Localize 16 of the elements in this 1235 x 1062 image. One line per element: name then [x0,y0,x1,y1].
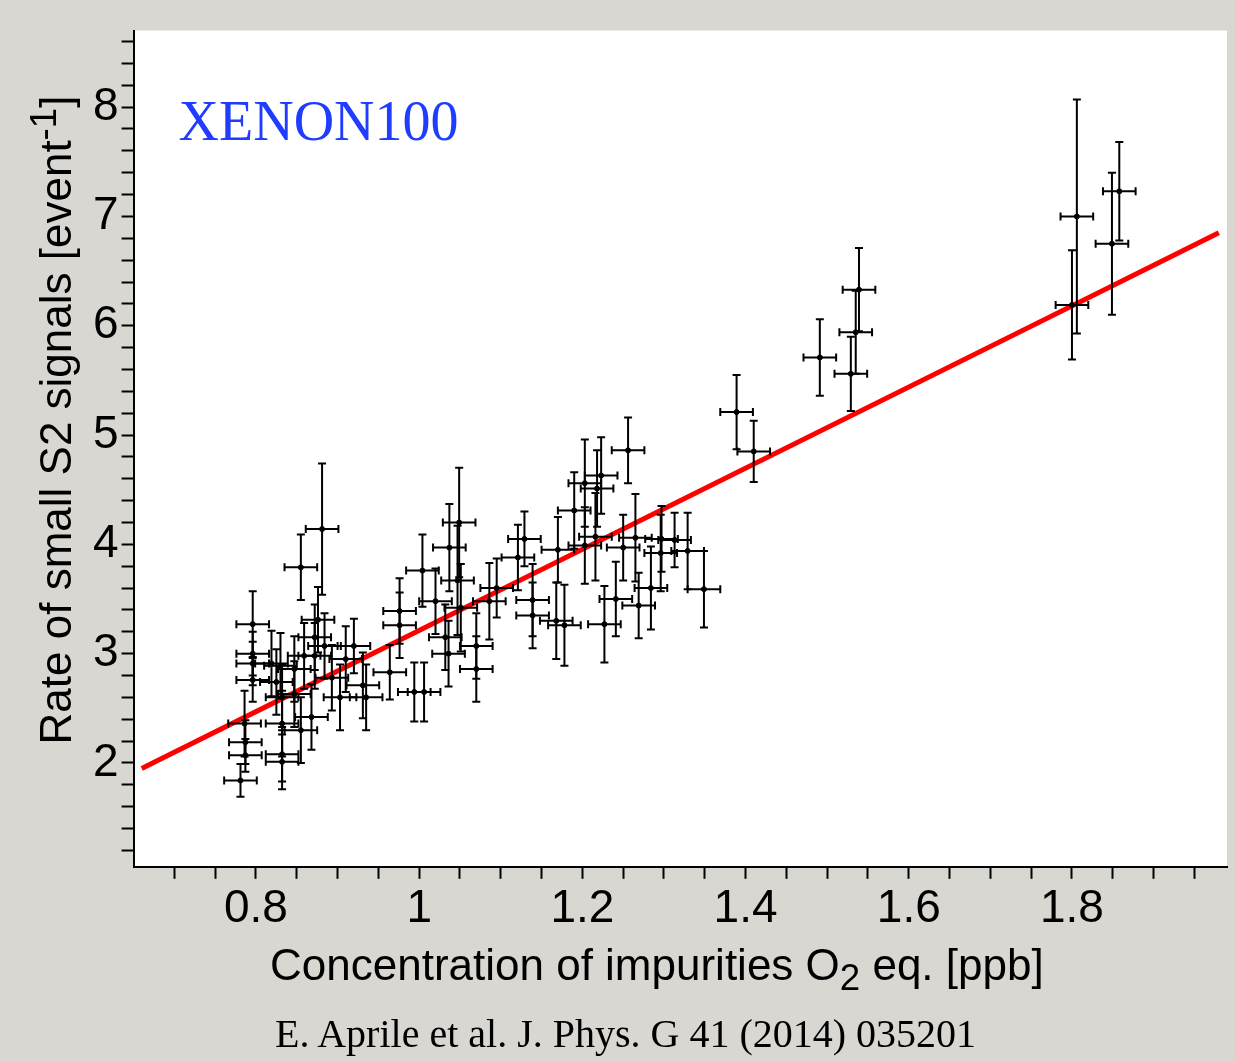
x-tick-label: 1.8 [1039,880,1104,933]
y-tick-label: 2 [92,733,119,786]
y-tick-label: 4 [92,515,119,568]
y-tick-label: 5 [92,405,119,458]
x-tick-label: 1.2 [550,880,615,933]
y-tick-label: 8 [92,77,119,130]
x-tick-label: 0.8 [224,880,288,933]
x-tick-label: 1 [406,880,432,933]
x-tick-label: 1.4 [713,880,778,933]
y-tick-label: 3 [92,624,119,677]
y-tick-label: 7 [92,187,119,240]
y-tick-label: 6 [92,296,119,349]
x-axis-title: Concentration of impurities O$_{2}$ eq. [ppb] [270,940,1044,999]
text: E. Aprile et al. J. Phys. G 41 (2014) 035201 [275,1010,977,1057]
x-tick-label: 1.6 [876,880,941,933]
annotation: XENON100 [178,89,459,152]
